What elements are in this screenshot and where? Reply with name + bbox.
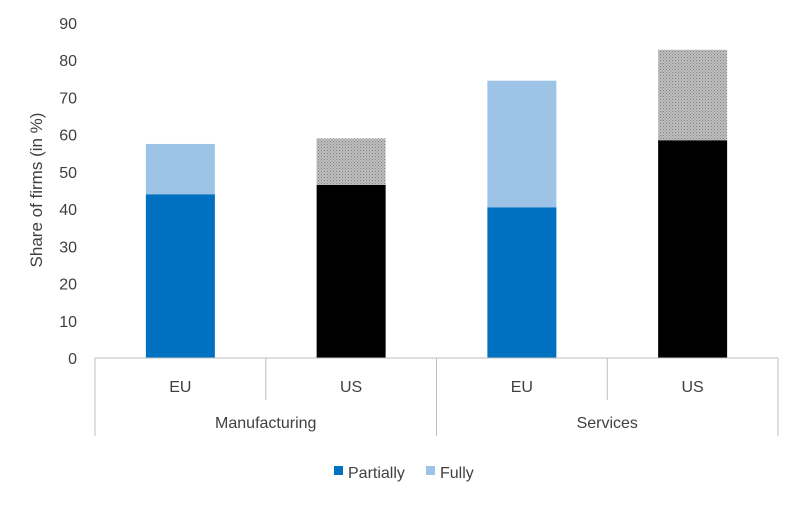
y-tick-label: 90 bbox=[59, 16, 77, 33]
y-tick-label: 30 bbox=[59, 239, 77, 256]
y-axis: 0 10 20 30 40 50 60 70 80 90 bbox=[59, 16, 77, 368]
legend-swatch-partially bbox=[334, 466, 343, 475]
y-tick-label: 40 bbox=[59, 202, 77, 219]
bar-us-partially bbox=[658, 140, 728, 358]
bar-eu-fully bbox=[145, 143, 215, 195]
y-tick-label: 60 bbox=[59, 128, 77, 145]
x-category-label: EU bbox=[169, 379, 191, 396]
x-group-label: Services bbox=[577, 415, 638, 432]
bar-us-fully bbox=[316, 138, 386, 185]
bar-eu-partially bbox=[487, 207, 557, 358]
bar-us-partially bbox=[316, 184, 386, 358]
x-category-label: US bbox=[340, 379, 362, 396]
y-tick-label: 80 bbox=[59, 53, 77, 70]
legend-swatch-fully bbox=[426, 466, 435, 475]
y-tick-label: 10 bbox=[59, 314, 77, 331]
y-tick-label: 50 bbox=[59, 165, 77, 182]
bars bbox=[145, 49, 728, 358]
y-tick-label: 70 bbox=[59, 90, 77, 107]
bar-eu-fully bbox=[487, 80, 557, 208]
legend-label-fully: Fully bbox=[440, 465, 474, 482]
legend: Partially Fully bbox=[334, 465, 474, 482]
y-tick-label: 20 bbox=[59, 277, 77, 294]
legend-label-partially: Partially bbox=[348, 465, 405, 482]
x-group-label: Manufacturing bbox=[215, 415, 316, 432]
x-axis: EU US EU US Manufacturing Services bbox=[94, 357, 779, 436]
x-category-label: EU bbox=[511, 379, 533, 396]
bar-eu-partially bbox=[145, 194, 215, 358]
x-category-label: US bbox=[682, 379, 704, 396]
bar-us-fully bbox=[658, 49, 728, 141]
y-axis-label: Share of firms (in %) bbox=[27, 113, 46, 268]
y-tick-label: 0 bbox=[68, 351, 77, 368]
